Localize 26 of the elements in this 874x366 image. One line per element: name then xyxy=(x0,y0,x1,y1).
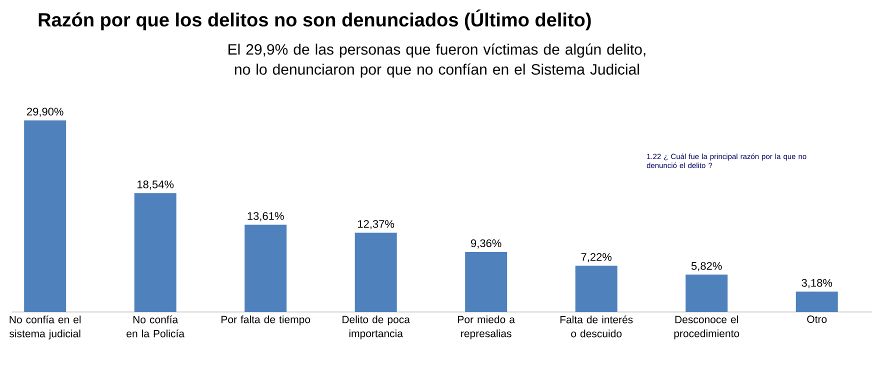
data-label: 13,61% xyxy=(248,212,284,222)
bar xyxy=(796,292,838,312)
x-tick-label: Desconoce el procedimiento xyxy=(674,316,740,340)
data-label: 7,22% xyxy=(581,253,612,262)
data-label: 29,90% xyxy=(26,108,64,117)
chart-title: Razón por que los delitos no son denunciados (Último delito) xyxy=(38,10,591,30)
chart-subtitle: El 29,9% de las personas que fueron víctimas de algún delito, no lo denunciaron por que no confían en el Sistema Judicial xyxy=(228,44,646,78)
bar xyxy=(354,232,397,312)
bar xyxy=(134,193,176,312)
data-label: 3,18% xyxy=(802,278,832,288)
data-label: 5,82% xyxy=(691,262,722,272)
x-tick-label: Por miedo a represalias xyxy=(458,316,515,340)
data-label: 18,54% xyxy=(138,180,174,190)
bar xyxy=(465,252,508,312)
bar xyxy=(686,274,728,312)
data-label: 12,37% xyxy=(358,220,394,230)
bar xyxy=(575,266,618,312)
x-tick-label: Otro xyxy=(807,316,827,323)
bar xyxy=(244,224,287,312)
x-tick-label: Por falta de tiempo xyxy=(222,316,310,326)
data-label: 9,36% xyxy=(471,239,502,248)
x-tick-label: Delito de poca importancia xyxy=(342,316,410,340)
x-tick-label: No confía en la Policía xyxy=(126,316,185,338)
x-tick-label: No confía en el sistema judicial xyxy=(10,316,81,340)
x-tick-label: Falta de interés o descuido xyxy=(560,316,633,338)
bar xyxy=(24,120,66,312)
